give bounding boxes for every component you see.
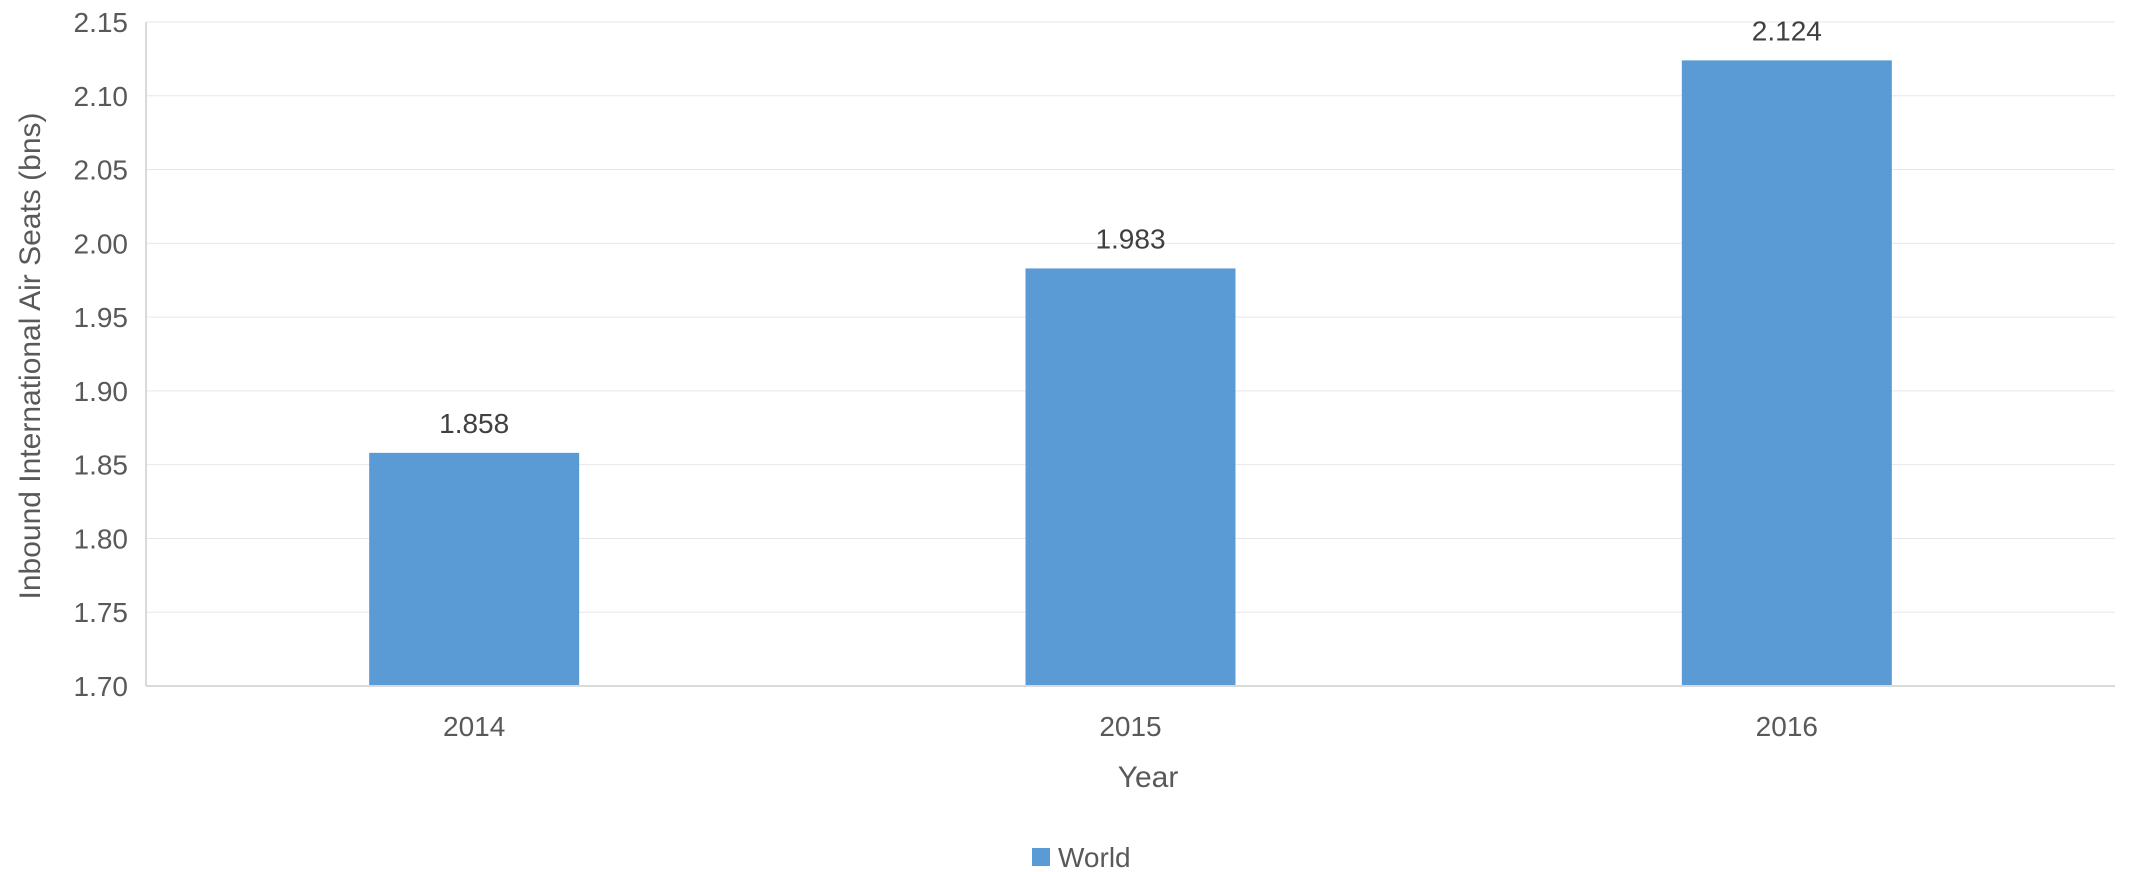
bar-2014 [369, 452, 580, 686]
y-tick-label: 1.80 [74, 523, 129, 554]
data-label-2016: 2.124 [1752, 15, 1822, 46]
y-tick-label: 2.00 [74, 228, 129, 259]
legend: World [1032, 842, 1131, 872]
x-tick-label-2016: 2016 [1756, 711, 1818, 742]
legend-label-world: World [1058, 842, 1131, 872]
bars [369, 60, 1892, 687]
y-tick-labels: 1.70 1.75 1.80 1.85 1.90 1.95 2.00 2.05 2.10 2.15 [74, 7, 129, 702]
axes [145, 22, 2115, 687]
x-tick-label-2015: 2015 [1099, 711, 1161, 742]
x-tick-labels: 2014 2015 2016 [443, 711, 1818, 742]
data-labels: 1.858 1.983 2.124 [439, 15, 1822, 438]
y-tick-label: 2.15 [74, 7, 129, 38]
x-tick-label-2014: 2014 [443, 711, 505, 742]
y-tick-label: 2.10 [74, 81, 129, 112]
x-axis-title: Year [1118, 761, 1179, 794]
data-label-2014: 1.858 [439, 408, 509, 439]
data-label-2015: 1.983 [1095, 223, 1165, 254]
y-axis-title: Inbound International Air Seats (bns) [14, 113, 47, 600]
bar-2015 [1025, 268, 1236, 686]
y-tick-label: 2.05 [74, 155, 129, 186]
bar-2016 [1681, 60, 1892, 687]
legend-swatch-world [1032, 848, 1050, 866]
y-tick-label: 1.75 [74, 597, 129, 628]
y-tick-label: 1.90 [74, 376, 129, 407]
y-tick-label: 1.70 [74, 671, 129, 702]
y-tick-label: 1.85 [74, 450, 129, 481]
y-tick-label: 1.95 [74, 302, 129, 333]
